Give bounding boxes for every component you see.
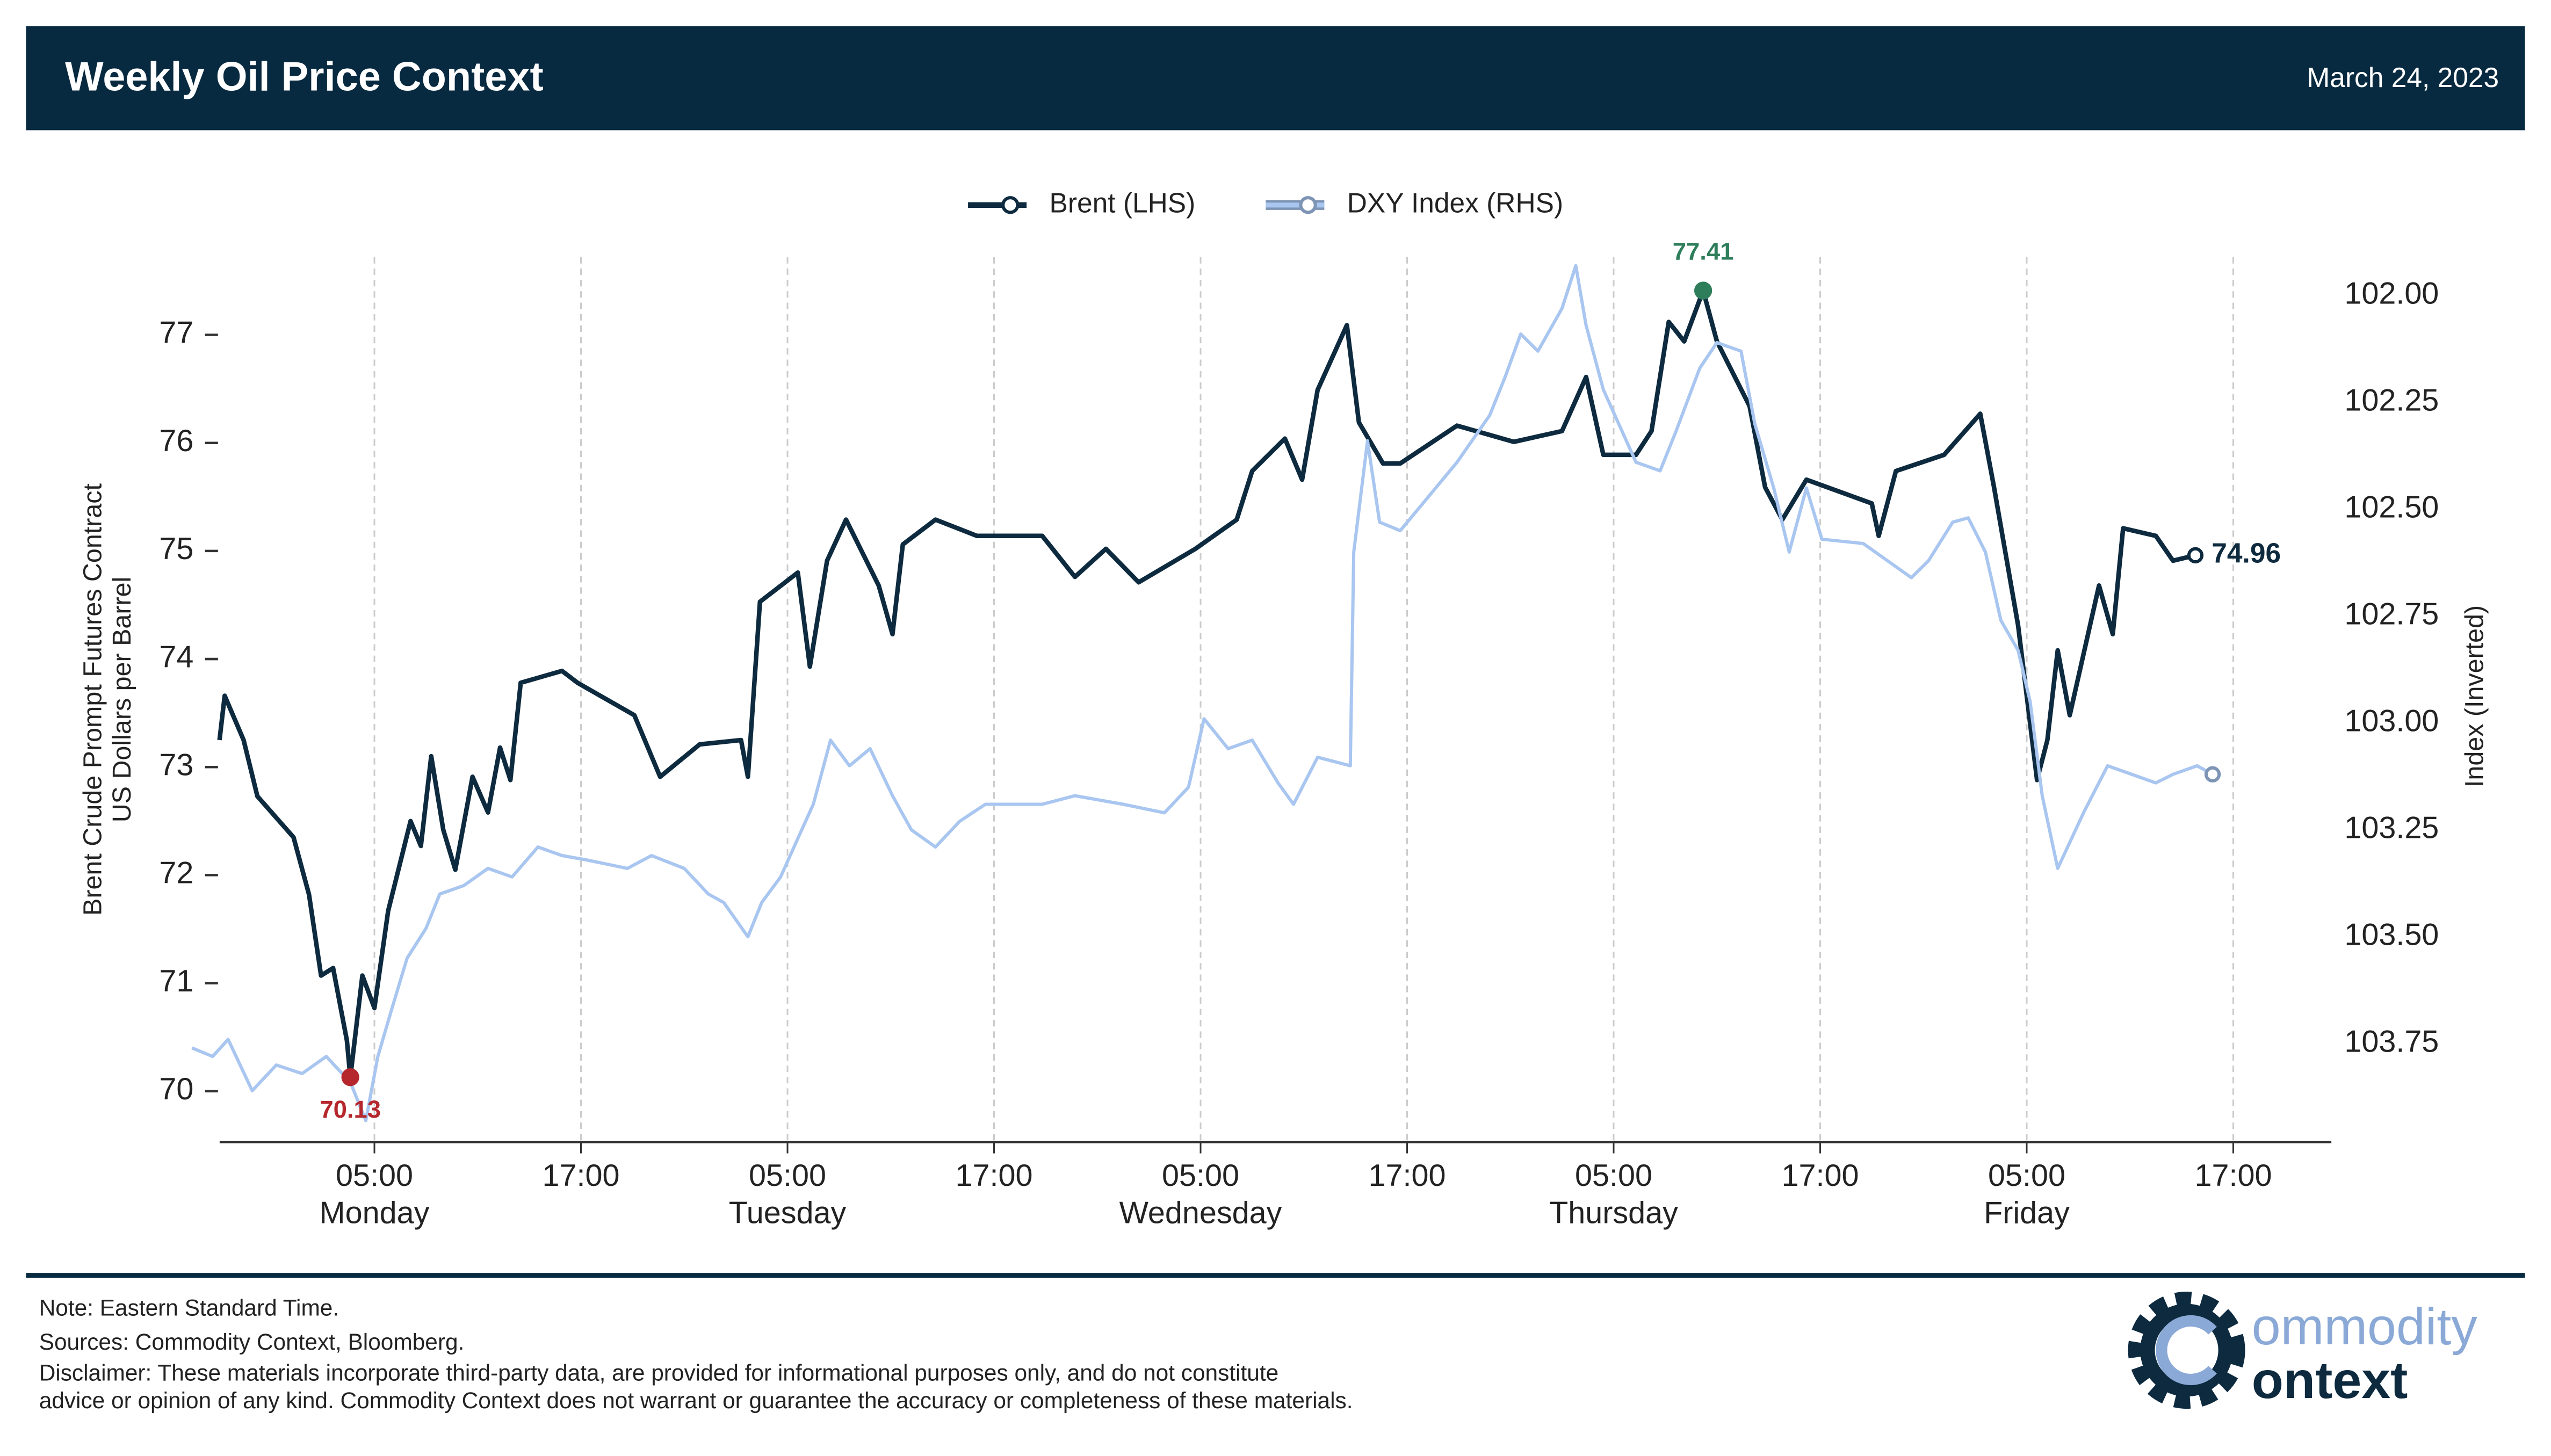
x-tick-label: 17:00 <box>1369 1158 1446 1193</box>
legend-marker <box>1001 196 1020 214</box>
logo-gear <box>2140 1303 2233 1397</box>
y2-tick-label: 103.00 <box>2344 704 2439 738</box>
y2-tick-label: 102.25 <box>2344 383 2439 418</box>
x-tick-label: 17:00 <box>956 1158 1033 1193</box>
y-tick-label: 72 <box>159 856 193 890</box>
y2-tick-label: 102.00 <box>2344 277 2439 311</box>
annotation-marker <box>1694 281 1712 300</box>
end-marker <box>2204 766 2221 783</box>
y-axis-label: US Dollars per Barrel <box>107 577 136 823</box>
logo: ommodity ontext <box>2128 1291 2478 1409</box>
x-tick-label: 17:00 <box>1782 1158 1859 1193</box>
y-tick-label: 70 <box>159 1072 193 1106</box>
header-bar <box>26 26 2525 131</box>
y-axis-label: Brent Crude Prompt Futures Contract <box>78 483 107 915</box>
y2-tick-label: 103.25 <box>2344 810 2439 845</box>
y2-tick-label: 103.75 <box>2344 1024 2439 1059</box>
logo-word: ontext <box>2252 1351 2408 1409</box>
footer-note: Note: Eastern Standard Time. <box>39 1295 339 1320</box>
x-tick-label: 05:00 Tuesday <box>729 1158 847 1230</box>
series-line <box>191 264 2214 1122</box>
y-tick-label: 76 <box>159 424 193 458</box>
y2-tick-label: 102.75 <box>2344 597 2439 631</box>
y2-axis-label: Index (Inverted) <box>2460 605 2489 787</box>
legend-label: DXY Index (RHS) <box>1347 187 1563 218</box>
logo-gear-teeth <box>2128 1291 2245 1409</box>
legend-marker <box>1299 196 1317 214</box>
x-tick-label: 05:00 Thursday <box>1549 1158 1678 1230</box>
end-marker <box>2187 547 2204 564</box>
x-tick-label: 05:00 Monday <box>320 1158 430 1230</box>
x-tick-label: 17:00 <box>2195 1158 2272 1193</box>
y-tick-label: 74 <box>159 640 193 674</box>
x-tick-label: 05:00 Wednesday <box>1119 1158 1282 1230</box>
y-tick-label: 71 <box>159 964 193 998</box>
annotation-label: 70.13 <box>320 1096 381 1123</box>
annotation-label: 77.41 <box>1673 237 1734 265</box>
series-line <box>217 288 2196 1080</box>
logo-c <box>2156 1315 2217 1386</box>
y-tick-label: 75 <box>159 532 193 566</box>
y-tick-label: 73 <box>159 748 193 782</box>
footer-note: advice or opinion of any kind. Commodity… <box>39 1388 1353 1413</box>
y-tick-label: 77 <box>159 316 193 350</box>
footer-note: Disclaimer: These materials incorporate … <box>39 1360 1279 1386</box>
y2-tick-label: 102.50 <box>2344 490 2439 525</box>
x-tick-label: 05:00 Friday <box>1984 1158 2070 1230</box>
report-date: March 24, 2023 <box>2307 62 2499 93</box>
footer-note: Sources: Commodity Context, Bloomberg. <box>39 1329 465 1354</box>
legend-label: Brent (LHS) <box>1050 187 1196 218</box>
annotation-marker <box>341 1068 359 1086</box>
page-title: Weekly Oil Price Context <box>65 54 544 100</box>
end-label: 74.96 <box>2212 538 2281 569</box>
y2-tick-label: 103.50 <box>2344 917 2439 952</box>
logo-word: ommodity <box>2252 1297 2478 1356</box>
x-tick-label: 17:00 <box>543 1158 620 1193</box>
